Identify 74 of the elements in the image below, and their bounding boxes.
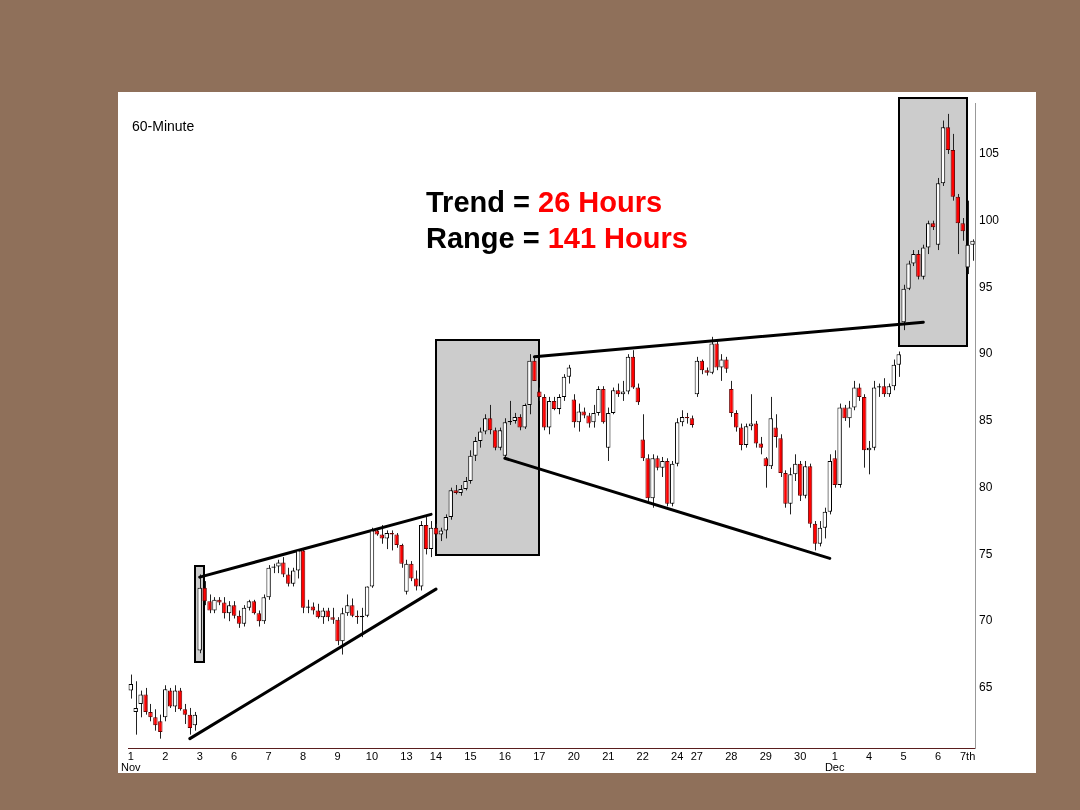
candlestick	[729, 380, 734, 418]
candlestick	[965, 200, 970, 275]
candlestick	[143, 687, 148, 716]
x-tick-label: 15	[464, 749, 477, 762]
annotation: Range = 141 Hours	[426, 222, 688, 254]
candlestick	[848, 400, 851, 429]
x-tick-label: 4	[866, 749, 873, 762]
x-tick-label: 3	[196, 749, 203, 762]
candlestick	[715, 340, 718, 371]
candlestick	[853, 380, 856, 411]
candlestick	[896, 351, 901, 378]
x-tick-label: 7th	[959, 749, 976, 762]
x-tick-label: 29	[759, 749, 772, 762]
x-tick-label: 16	[498, 749, 512, 762]
candlestick	[128, 674, 133, 700]
candlestick	[335, 616, 340, 646]
x-tick-label: 6	[935, 749, 942, 762]
x-tick-label: 1 Nov	[121, 749, 142, 773]
y-tick-label: 100	[979, 212, 1000, 227]
x-tick-label: 24	[671, 749, 684, 762]
candlestick	[720, 353, 723, 382]
y-tick-label: 70	[979, 613, 993, 628]
y-tick-label: 105	[979, 146, 1000, 161]
candlestick	[415, 569, 418, 591]
candlestick	[208, 593, 211, 614]
x-tick-label: 22	[636, 749, 649, 762]
x-tick-label: 28	[725, 749, 738, 762]
x-tick-label: 13	[400, 749, 413, 762]
candlestick	[158, 714, 163, 740]
candlestick	[794, 453, 797, 482]
y-tick-label: 95	[979, 279, 993, 294]
x-tick-label: 21	[602, 749, 615, 762]
candlestick	[473, 436, 478, 462]
candlestick	[399, 543, 404, 569]
x-tick-label: 20	[567, 749, 580, 762]
candlestick	[532, 356, 537, 382]
y-tick-label: 80	[979, 479, 993, 494]
candlestick	[153, 708, 158, 732]
candlestick	[409, 560, 414, 582]
x-tick-label: 10	[365, 749, 379, 762]
candlestick	[345, 593, 350, 617]
x-tick-label: 30	[794, 749, 807, 762]
y-tick-label: 90	[979, 346, 993, 361]
candlestick	[287, 567, 290, 587]
candlestick	[660, 456, 665, 478]
x-tick-label: 14	[429, 749, 443, 762]
text: 60-Minute	[132, 118, 195, 134]
candlestick	[468, 449, 473, 485]
x-tick-label: 7	[265, 749, 272, 762]
candlestick	[773, 413, 778, 449]
x-tick-label: 5	[900, 749, 907, 762]
x-tick-label: 8	[300, 749, 307, 762]
candlestick	[222, 596, 227, 620]
x-tick-label: 1 Dec	[824, 749, 845, 773]
candlestick	[282, 556, 285, 578]
y-tick-label: 75	[979, 546, 993, 561]
candlestick	[138, 690, 143, 718]
candlestick	[202, 580, 207, 606]
candlestick	[133, 680, 138, 736]
candlestick	[916, 249, 921, 280]
y-tick-label: 85	[979, 413, 993, 428]
x-tick-label: 9	[334, 749, 341, 762]
x-tick-label: 17	[533, 749, 546, 762]
candlestick	[906, 260, 911, 291]
candlestick	[596, 385, 601, 417]
y-tick-label: 65	[979, 680, 993, 695]
x-tick-label: 27	[690, 749, 703, 762]
x-tick-label: 6	[231, 749, 238, 762]
candlestick	[970, 238, 975, 262]
candlestick	[960, 217, 965, 242]
candlestick	[182, 703, 188, 725]
x-tick-label: 2	[162, 749, 169, 762]
candlestick	[350, 597, 355, 618]
annotation: Trend = 26 Hours	[426, 186, 663, 218]
